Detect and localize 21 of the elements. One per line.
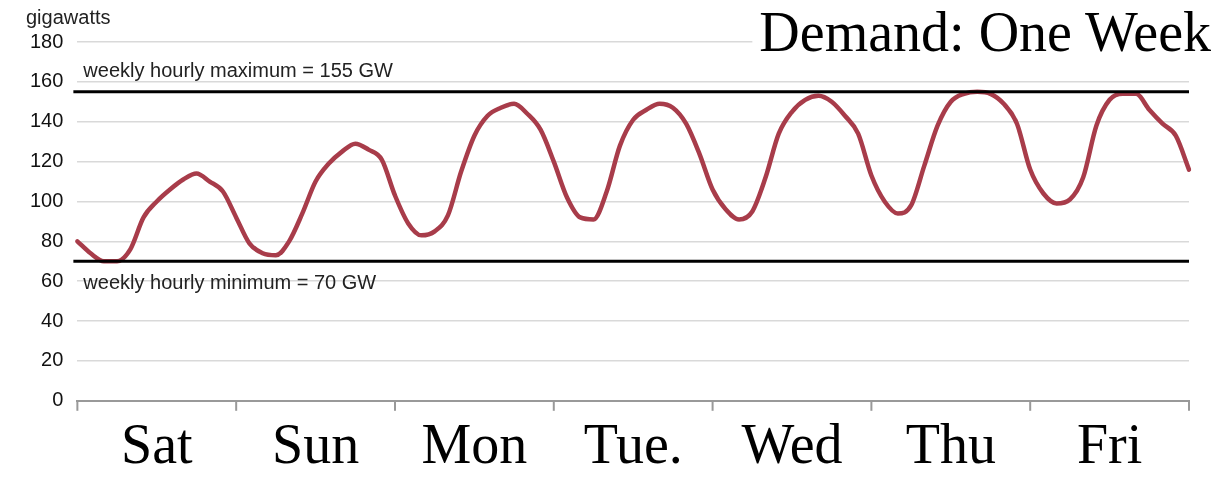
- y-tick-label: 20: [41, 348, 64, 371]
- x-tick-label: Thu: [905, 413, 996, 476]
- ref-line-label: weekly hourly maximum = 155 GW: [82, 59, 394, 82]
- y-axis-title: gigawatts: [26, 5, 111, 28]
- x-tick-label: Fri: [1076, 413, 1143, 476]
- y-tick-label: 0: [52, 388, 64, 411]
- y-tick-label: 160: [29, 69, 64, 92]
- y-tick-label: 120: [29, 149, 64, 172]
- y-tick-label: 40: [41, 308, 64, 331]
- x-tick-label: Sun: [272, 413, 360, 476]
- ref-line-label: weekly hourly minimum = 70 GW: [82, 270, 377, 293]
- x-tick-label: Tue.: [583, 413, 683, 476]
- x-tick-label: Mon: [421, 413, 528, 476]
- chart-title: Demand: One Week: [759, 0, 1211, 63]
- y-tick-label: 180: [29, 29, 64, 52]
- y-tick-label: 140: [29, 109, 64, 132]
- y-tick-label: 100: [29, 188, 64, 211]
- y-tick-label: 60: [41, 268, 64, 291]
- x-tick-label: Wed: [741, 413, 843, 476]
- y-tick-label: 80: [41, 228, 64, 251]
- x-tick-label: Sat: [120, 413, 193, 476]
